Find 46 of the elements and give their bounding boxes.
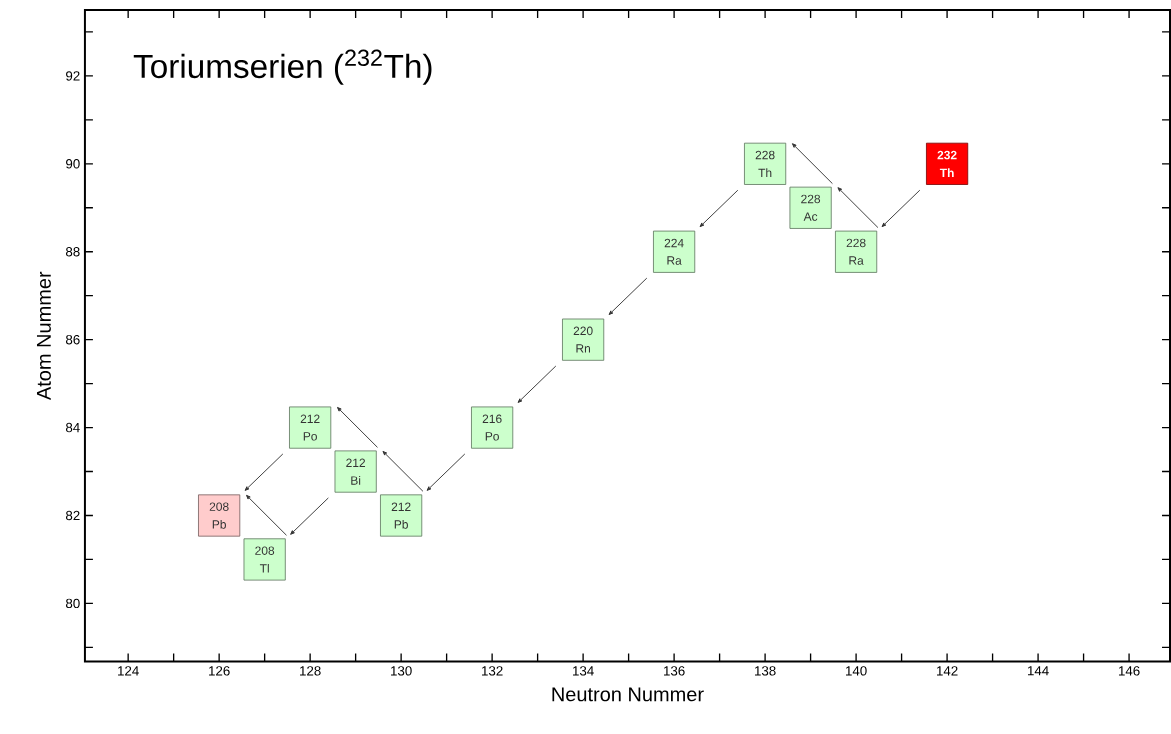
annotation: 208 bbox=[255, 546, 275, 555]
x-tick-label: 130 bbox=[391, 665, 412, 676]
x-tick-label: 134 bbox=[573, 665, 594, 676]
x-tick-label: 136 bbox=[664, 665, 685, 676]
x-tick-label: 146 bbox=[1118, 665, 1140, 676]
annotation: 216 bbox=[482, 414, 502, 423]
y-tick-label: 92 bbox=[66, 71, 80, 81]
x-tick-label: 124 bbox=[118, 665, 139, 676]
x-tick-label: 138 bbox=[755, 665, 776, 676]
y-tick-label: 86 bbox=[65, 334, 80, 345]
x-tick-label: 140 bbox=[846, 665, 867, 676]
y-tick-label: 90 bbox=[66, 158, 80, 169]
annotation: 208 bbox=[209, 502, 229, 511]
text: Toriumserien ($^{232}$Th) bbox=[133, 49, 432, 85]
x-tick-label: 132 bbox=[482, 665, 503, 676]
y-tick-label: 84 bbox=[65, 422, 80, 433]
annotation: Th bbox=[939, 168, 954, 177]
annotation: 224 bbox=[664, 238, 684, 247]
annotation: Po bbox=[485, 432, 499, 441]
x-tick-label: 128 bbox=[300, 665, 321, 676]
annotation: Pb bbox=[212, 519, 226, 529]
annotation: Ac bbox=[803, 212, 818, 221]
annotation: 228 bbox=[846, 238, 866, 248]
y-tick-label: 80 bbox=[65, 598, 80, 608]
annotation: Bi bbox=[351, 475, 361, 485]
y-axis-title: Atom Nummer bbox=[36, 271, 51, 400]
annotation: 228 bbox=[801, 194, 821, 204]
annotation: 232 bbox=[937, 150, 957, 160]
annotation: 212 bbox=[346, 458, 366, 467]
annotation: Ra bbox=[849, 256, 864, 265]
annotation: Po bbox=[303, 432, 317, 441]
x-axis-title: Neutron Nummer bbox=[552, 687, 704, 702]
annotation: 212 bbox=[391, 502, 411, 511]
annotation: Th bbox=[758, 168, 772, 177]
annotation: Ra bbox=[667, 256, 682, 265]
annotation: Tl bbox=[259, 563, 269, 573]
x-tick-label: 142 bbox=[937, 665, 958, 676]
annotation: Pb bbox=[394, 519, 408, 529]
y-tick-label: 88 bbox=[65, 246, 80, 257]
x-tick-label: 126 bbox=[209, 665, 230, 676]
x-tick-label: 144 bbox=[1027, 665, 1049, 676]
y-tick-label: 82 bbox=[65, 510, 80, 521]
annotation: 228 bbox=[755, 150, 775, 160]
annotation: 212 bbox=[300, 414, 320, 423]
annotation: Rn bbox=[576, 344, 590, 353]
annotation: 220 bbox=[573, 326, 593, 335]
